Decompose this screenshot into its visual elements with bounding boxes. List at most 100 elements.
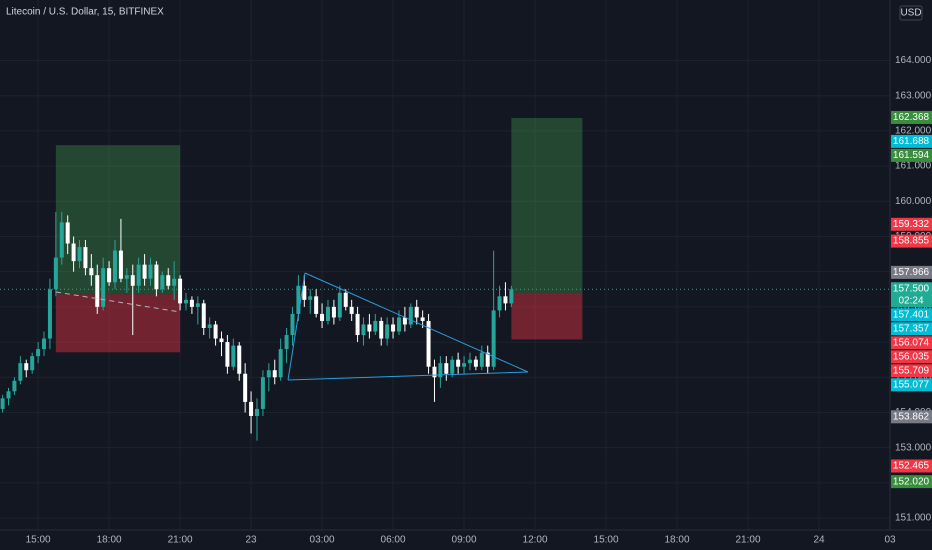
candle-body bbox=[53, 257, 58, 290]
candle-body bbox=[47, 289, 52, 339]
candle-body bbox=[503, 296, 508, 304]
candle-body bbox=[178, 278, 183, 304]
candle-body bbox=[337, 292, 342, 318]
price-label-box bbox=[891, 475, 932, 489]
candle-body bbox=[320, 313, 325, 321]
loss-zone bbox=[55, 294, 181, 353]
y-tick-label: 153.000 bbox=[895, 442, 932, 453]
x-tick-label: 03:00 bbox=[310, 535, 335, 546]
position-line bbox=[55, 291, 181, 313]
candle-body bbox=[296, 285, 301, 314]
price-label-box bbox=[891, 336, 932, 350]
candles bbox=[0, 211, 514, 441]
price-label: 157.357 bbox=[893, 323, 930, 334]
grid bbox=[0, 0, 891, 530]
candle-body bbox=[349, 306, 354, 314]
price-labels: 162.368 161.688 161.594 159.332 158.855 157.9… bbox=[891, 110, 932, 489]
price-label: 157.401 bbox=[893, 309, 930, 320]
price-label-box bbox=[891, 322, 932, 336]
candle-body bbox=[12, 380, 17, 392]
candle-body bbox=[42, 338, 47, 350]
triangle-drawing bbox=[287, 272, 529, 381]
candle-body bbox=[124, 275, 129, 279]
price-label: 153.862 bbox=[893, 411, 930, 422]
candle-body bbox=[6, 391, 11, 399]
price-label-box bbox=[891, 459, 932, 473]
y-tick-label: 162.000 bbox=[895, 126, 932, 137]
x-tick-label: 21:00 bbox=[736, 535, 761, 546]
candle-body bbox=[272, 370, 277, 378]
candle-body bbox=[77, 247, 82, 262]
price-label-box bbox=[891, 410, 932, 424]
price-label: 156.035 bbox=[893, 351, 930, 362]
candle-body bbox=[219, 338, 224, 343]
candle-body bbox=[183, 299, 188, 304]
candle-body bbox=[331, 306, 336, 318]
candle-body bbox=[142, 264, 147, 279]
price-label: 152.465 bbox=[893, 461, 930, 472]
candle-body bbox=[302, 285, 307, 300]
candle-body bbox=[284, 335, 289, 350]
candle-body bbox=[83, 247, 88, 269]
candle-body bbox=[172, 278, 177, 286]
candle-body bbox=[343, 292, 348, 307]
candle-body bbox=[254, 408, 259, 416]
candle-body bbox=[89, 268, 94, 276]
x-tick-label: 18:00 bbox=[97, 535, 122, 546]
candle-body bbox=[0, 398, 5, 409]
candle-body bbox=[266, 370, 271, 378]
trend-line bbox=[304, 272, 529, 373]
x-tick-label: 23 bbox=[246, 535, 258, 546]
candle-body bbox=[391, 324, 396, 332]
price-label: 158.855 bbox=[893, 236, 930, 247]
candle-body bbox=[18, 363, 23, 381]
candle-body bbox=[379, 320, 384, 339]
currency-box bbox=[899, 5, 923, 21]
y-tick-label: 161.000 bbox=[895, 161, 932, 172]
x-tick-label: 06:00 bbox=[381, 535, 406, 546]
candle-body bbox=[408, 306, 413, 325]
candle-body bbox=[24, 363, 29, 371]
x-tick-label: 12:00 bbox=[523, 535, 548, 546]
candle-body bbox=[462, 363, 467, 367]
price-label-box bbox=[891, 378, 932, 392]
x-tick-label: 09:00 bbox=[452, 535, 477, 546]
candle-body bbox=[355, 313, 360, 336]
x-tick-label: 03 bbox=[884, 535, 896, 546]
candle-body bbox=[195, 303, 200, 307]
candle-body bbox=[36, 349, 41, 357]
price-label: 152.020 bbox=[893, 476, 930, 487]
countdown: 02:24 bbox=[898, 295, 923, 306]
candle-body bbox=[385, 324, 390, 339]
price-label-box bbox=[891, 134, 932, 148]
candle-body bbox=[444, 363, 449, 374]
candle-body bbox=[207, 324, 212, 328]
candle-body bbox=[450, 359, 455, 374]
price-label-box bbox=[891, 265, 932, 279]
chart-title: Litecoin / U.S. Dollar, 15, BITFINEX bbox=[6, 7, 164, 18]
candle-body bbox=[438, 363, 443, 378]
candle-body bbox=[402, 317, 407, 325]
price-label-box bbox=[891, 282, 932, 308]
x-tick-label: 15:00 bbox=[594, 535, 619, 546]
candle-body bbox=[249, 401, 254, 416]
candle-body bbox=[113, 250, 118, 283]
candle-body bbox=[467, 359, 472, 364]
candle-body bbox=[396, 317, 401, 332]
candle-body bbox=[160, 275, 165, 290]
candle-body bbox=[479, 352, 484, 367]
price-label: 155.709 bbox=[893, 365, 930, 376]
candle-body bbox=[213, 324, 218, 339]
candle-body bbox=[130, 275, 135, 286]
candle-body bbox=[361, 324, 366, 336]
price-label-box bbox=[891, 217, 932, 231]
candle-body bbox=[201, 303, 206, 328]
candle-body bbox=[65, 222, 70, 244]
trend-line bbox=[287, 272, 306, 381]
candle-body bbox=[509, 289, 514, 304]
price-label-box bbox=[891, 110, 932, 124]
candle-body bbox=[95, 275, 100, 307]
currency: USD bbox=[900, 8, 921, 19]
loss-zone bbox=[511, 292, 583, 340]
